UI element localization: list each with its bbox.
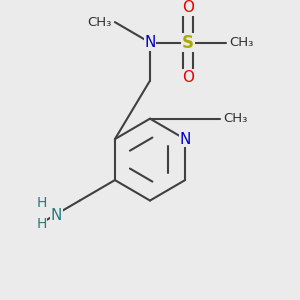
- Text: H: H: [37, 217, 47, 231]
- Text: N: N: [51, 208, 62, 223]
- Text: CH₃: CH₃: [223, 112, 247, 125]
- Text: O: O: [182, 70, 194, 85]
- Text: CH₃: CH₃: [88, 16, 112, 28]
- Text: S: S: [182, 34, 194, 52]
- Text: O: O: [182, 0, 194, 15]
- Text: N: N: [144, 35, 156, 50]
- Text: N: N: [179, 132, 191, 147]
- Text: CH₃: CH₃: [229, 36, 253, 49]
- Text: H: H: [37, 196, 47, 211]
